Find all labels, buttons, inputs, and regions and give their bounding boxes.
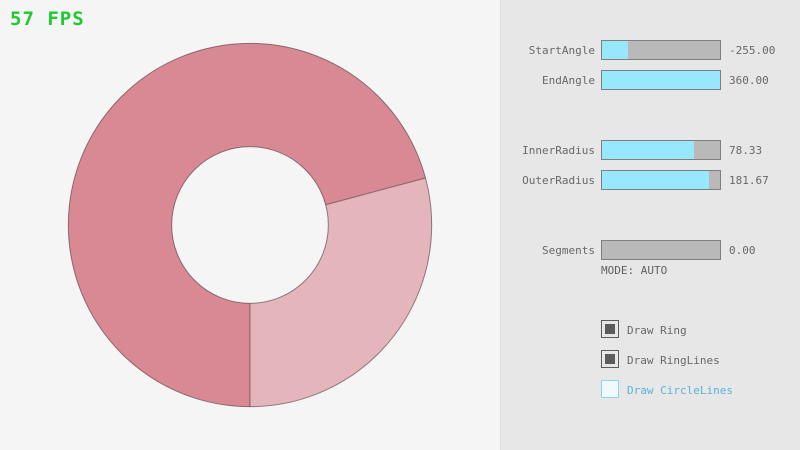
checkbox-icon[interactable]: [601, 380, 619, 398]
slider-bar[interactable]: [601, 240, 721, 260]
ring-chart: [67, 42, 433, 408]
slider-label: OuterRadius: [522, 174, 595, 187]
slider-fill: [602, 41, 628, 59]
slider-row-innerradius: InnerRadius 78.33: [501, 140, 800, 160]
ring-boundary-line: [325, 177, 426, 206]
controls-panel: MODE: AUTO StartAngle -255.00 EndAngle 3…: [500, 0, 800, 450]
slider-fill: [602, 71, 720, 89]
checkbox-icon[interactable]: [601, 320, 619, 338]
slider-bar[interactable]: [601, 140, 721, 160]
checkbox-draw-ringlines[interactable]: Draw RingLines: [601, 350, 800, 370]
slider-value: 0.00: [729, 244, 756, 257]
checkbox-draw-circlelines[interactable]: Draw CircleLines: [601, 380, 800, 400]
slider-bar[interactable]: [601, 70, 721, 90]
checkbox-label: Draw RingLines: [627, 354, 720, 367]
slider-label: InnerRadius: [522, 144, 595, 157]
checkbox-draw-ring[interactable]: Draw Ring: [601, 320, 800, 340]
ring-sector-single-light: [250, 177, 432, 407]
checkbox-icon[interactable]: [601, 350, 619, 368]
slider-fill: [602, 171, 709, 189]
ring-canvas: 57 FPS: [10, 8, 433, 408]
slider-fill: [602, 141, 694, 159]
slider-value: 181.67: [729, 174, 769, 187]
checkbox-label: Draw Ring: [627, 324, 687, 337]
slider-value: 360.00: [729, 74, 769, 87]
slider-label: EndAngle: [542, 74, 595, 87]
slider-label: Segments: [542, 244, 595, 257]
slider-row-startangle: StartAngle -255.00: [501, 40, 800, 60]
slider-value: 78.33: [729, 144, 763, 157]
slider-label: StartAngle: [528, 44, 595, 57]
slider-value: -255.00: [729, 44, 776, 57]
ring-outline-inner: [171, 146, 329, 304]
slider-bar[interactable]: [601, 40, 721, 60]
checkbox-label: Draw CircleLines: [627, 384, 733, 397]
slider-bar[interactable]: [601, 170, 721, 190]
mode-label: MODE: AUTO: [601, 264, 668, 277]
slider-row-outerradius: OuterRadius 181.67: [501, 170, 800, 190]
ring-sector-overlap-dark: [68, 43, 426, 407]
slider-row-segments: Segments 0.00: [501, 240, 800, 260]
fps-counter: 57 FPS: [10, 8, 85, 30]
slider-row-endangle: EndAngle 360.00: [501, 70, 800, 90]
